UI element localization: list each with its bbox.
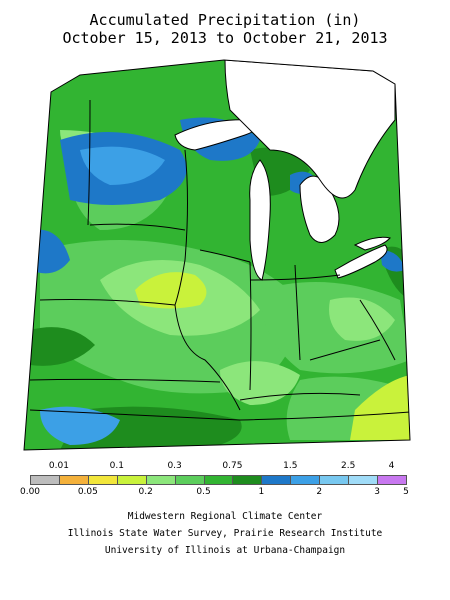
legend-label-bottom: 3	[374, 487, 380, 497]
legend-swatch	[232, 475, 263, 485]
legend-label-top: 2.5	[340, 461, 356, 471]
legend-swatch	[377, 475, 407, 485]
legend-swatch	[87, 475, 118, 485]
legend-swatch	[116, 475, 147, 485]
legend-swatch	[145, 475, 176, 485]
legend-swatch	[290, 475, 321, 485]
legend-swatch	[203, 475, 234, 485]
legend-label-bottom: 0.2	[138, 487, 153, 497]
legend-label-bottom: 0.5	[196, 487, 211, 497]
legend-label-bottom: 5	[403, 487, 409, 497]
legend-label-bottom: 2	[316, 487, 323, 497]
legend-label-top: 0.1	[109, 461, 124, 471]
legend-swatch	[174, 475, 205, 485]
legend-label-bottom: 1	[258, 487, 265, 497]
legend-swatch	[30, 475, 60, 485]
legend-swatch	[319, 475, 350, 485]
legend-label-top: 0.75	[222, 461, 243, 471]
legend-swatch	[348, 475, 379, 485]
map-title: Accumulated Precipitation (in)	[89, 11, 361, 29]
legend-label-top: 1.5	[283, 461, 298, 471]
state-borders	[29, 99, 410, 421]
credit-line-1: Midwestern Regional Climate Center	[127, 511, 323, 522]
legend-swatch	[58, 475, 89, 485]
legend-label-bottom: 0.00	[19, 487, 41, 497]
canada-area	[224, 60, 396, 199]
legend-label-top: 0.01	[48, 461, 69, 471]
legend-swatch	[261, 475, 292, 485]
credit-line-3: University of Illinois at Urbana-Champai…	[104, 545, 346, 556]
legend-label-top: 4	[388, 461, 395, 471]
map-frame	[23, 59, 411, 451]
legend-label-bottom: 0.05	[77, 487, 98, 497]
map-date-range: October 15, 2013 to October 21, 2013	[62, 29, 388, 47]
legend-label-top: 0.3	[167, 461, 182, 471]
credit-line-2: Illinois State Water Survey, Prairie Res…	[67, 528, 383, 539]
